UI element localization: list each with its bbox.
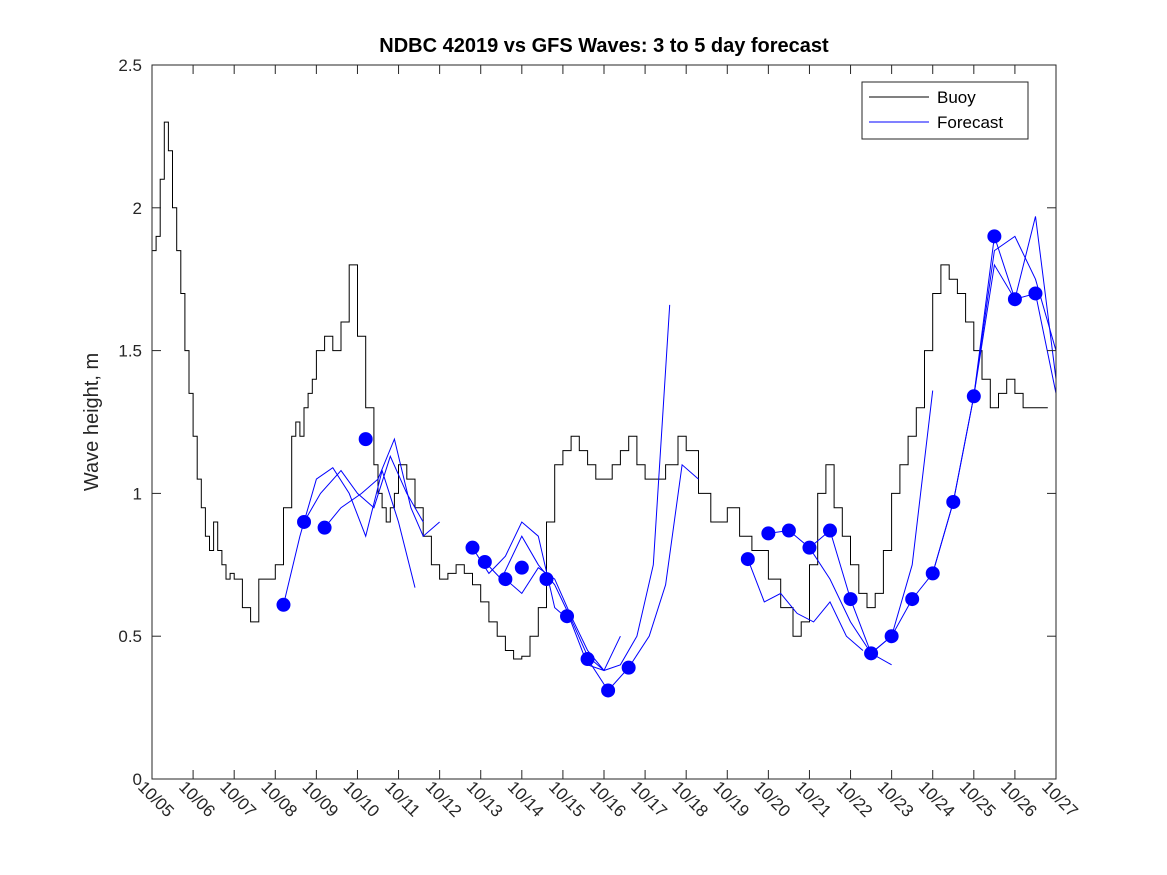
forecast-marker <box>1028 286 1043 301</box>
x-tick-label: 10/17 <box>627 777 671 821</box>
forecast-marker <box>560 609 575 624</box>
forecast-marker <box>946 494 961 509</box>
x-tick-label: 10/27 <box>1038 777 1082 821</box>
x-tick-label: 10/12 <box>422 777 466 821</box>
x-tick-label: 10/07 <box>216 777 260 821</box>
forecast-marker <box>477 554 492 569</box>
forecast-marker <box>297 514 312 529</box>
forecast-marker <box>580 652 595 667</box>
x-tick-label: 10/05 <box>134 777 178 821</box>
forecast-marker <box>621 660 636 675</box>
forecast-marker <box>1007 292 1022 307</box>
x-tick-label: 10/22 <box>833 777 877 821</box>
x-tick-label: 10/20 <box>750 777 794 821</box>
forecast-marker <box>539 572 554 587</box>
forecast-marker <box>987 229 1002 244</box>
forecast-marker <box>276 597 291 612</box>
forecast-marker <box>740 552 755 567</box>
x-tick-label: 10/24 <box>915 777 959 821</box>
forecast-marker <box>498 572 513 587</box>
forecast-series-line-3 <box>324 437 440 538</box>
plot-area <box>152 65 1056 779</box>
forecast-marker <box>843 592 858 607</box>
legend-label-forecast: Forecast <box>937 113 1003 132</box>
y-tick-label: 0.5 <box>118 627 142 646</box>
y-tick-label: 0 <box>133 770 142 789</box>
forecast-marker <box>925 566 940 581</box>
forecast-marker <box>966 389 981 404</box>
forecast-marker <box>465 540 480 555</box>
forecast-series-line-8 <box>747 558 864 651</box>
forecast-series-line-2 <box>303 454 424 523</box>
x-tick-label: 10/25 <box>956 777 1000 821</box>
x-tick-label: 10/11 <box>381 778 424 821</box>
y-tick-label: 1 <box>133 484 142 503</box>
forecast-marker <box>781 523 796 538</box>
legend-label-buoy: Buoy <box>937 88 976 107</box>
forecast-marker <box>317 520 332 535</box>
forecast-marker <box>823 523 837 538</box>
x-tick-label: 10/23 <box>874 777 918 821</box>
x-tick-label: 10/06 <box>175 777 219 821</box>
x-tick-label: 10/26 <box>997 777 1041 821</box>
x-tick-label: 10/08 <box>257 777 301 821</box>
marker-layer <box>276 229 1043 698</box>
x-tick-label: 10/18 <box>668 777 712 821</box>
forecast-marker <box>761 526 776 541</box>
x-tick-label: 10/19 <box>709 777 753 821</box>
x-tick-label: 10/09 <box>298 777 342 821</box>
forecast-series-line-5 <box>484 535 621 672</box>
y-axis-label: Wave height, m <box>81 353 103 491</box>
x-tick-label: 10/10 <box>340 777 384 821</box>
forecast-marker <box>601 683 616 698</box>
y-tick-label: 2 <box>133 199 142 218</box>
forecast-marker <box>905 592 920 607</box>
y-tick-label: 2.5 <box>118 56 142 75</box>
chart-title: NDBC 42019 vs GFS Waves: 3 to 5 day fore… <box>379 35 829 57</box>
buoy-series-line <box>152 121 1048 660</box>
x-tick-label: 10/16 <box>586 777 630 821</box>
x-tick-label: 10/13 <box>463 777 507 821</box>
legend-box <box>861 81 1029 140</box>
forecast-marker <box>864 646 879 661</box>
forecast-series-line-6 <box>505 304 671 672</box>
legend: Buoy Forecast <box>861 81 1029 140</box>
x-tick-label: 10/15 <box>545 777 589 821</box>
y-tick-label: 1.5 <box>118 342 142 361</box>
forecast-marker <box>884 629 899 644</box>
x-tick-label: 10/14 <box>504 777 548 821</box>
x-tick-label: 10/21 <box>792 777 836 821</box>
forecast-marker <box>514 560 529 575</box>
forecast-series-line-4 <box>472 521 605 671</box>
forecast-marker <box>802 540 817 555</box>
forecast-marker <box>358 432 373 447</box>
